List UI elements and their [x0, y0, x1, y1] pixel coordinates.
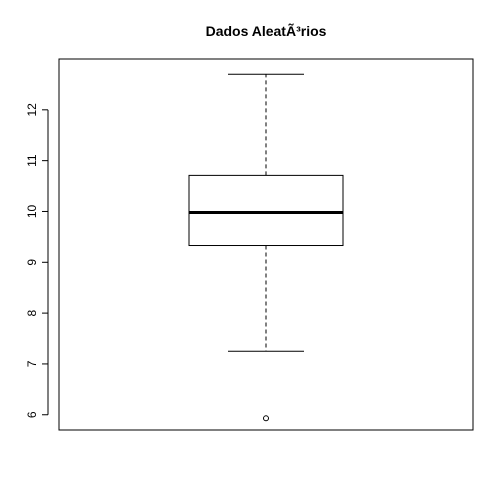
y-tick-label: 9	[25, 259, 39, 266]
y-tick-label: 12	[25, 103, 39, 117]
outlier-point	[263, 415, 269, 422]
chart-title: Dados AleatÃ³rios	[206, 22, 327, 39]
y-tick-label: 8	[25, 309, 39, 316]
y-tick-label: 11	[25, 154, 39, 167]
box-plot	[188, 73, 344, 422]
y-tick-label: 6	[25, 411, 39, 418]
y-tick-label: 10	[25, 204, 39, 218]
plot-frame	[58, 58, 474, 431]
iqr-box	[188, 174, 344, 247]
y-axis: 6 7 8 9 10 11 12	[25, 103, 49, 418]
y-tick-label: 7	[25, 360, 39, 367]
